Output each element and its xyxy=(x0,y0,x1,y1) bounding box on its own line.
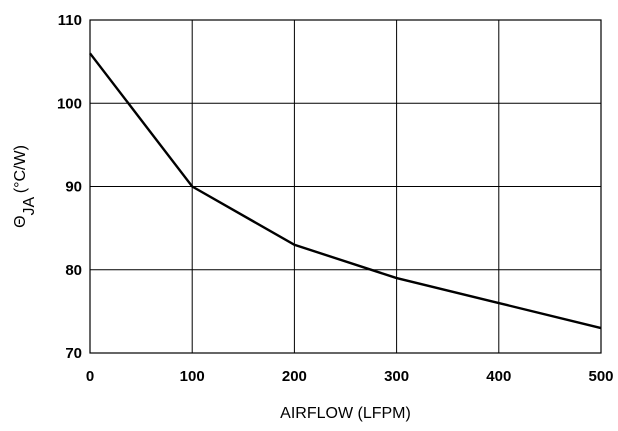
y-tick-label: 80 xyxy=(65,262,82,279)
x-tick-label: 0 xyxy=(86,368,94,385)
y-tick-label: 70 xyxy=(65,345,82,362)
x-axis-ticks: 0 100 200 300 400 500 xyxy=(86,368,614,385)
y-tick-label: 100 xyxy=(57,95,82,112)
x-tick-label: 200 xyxy=(282,368,307,385)
x-tick-label: 300 xyxy=(384,368,409,385)
x-axis-label: AIRFLOW (LFPM) xyxy=(280,405,411,422)
x-tick-label: 500 xyxy=(588,368,613,385)
x-tick-label: 100 xyxy=(180,368,205,385)
series-line xyxy=(89,52,602,330)
y-tick-label: 110 xyxy=(58,12,82,29)
x-tick-label: 400 xyxy=(486,368,511,385)
grid xyxy=(89,19,602,354)
y-axis-unit: (°C/W) xyxy=(12,145,29,198)
plot-area-frame xyxy=(89,19,602,354)
y-axis-subscript: JA xyxy=(21,196,38,215)
series-layer xyxy=(89,52,602,330)
y-tick-label: 90 xyxy=(65,179,82,196)
y-axis-symbol: Θ xyxy=(12,215,29,227)
y-axis-ticks: 70 80 90 100 110 xyxy=(57,12,82,362)
y-axis-label: ΘJA (°C/W) xyxy=(12,145,38,228)
